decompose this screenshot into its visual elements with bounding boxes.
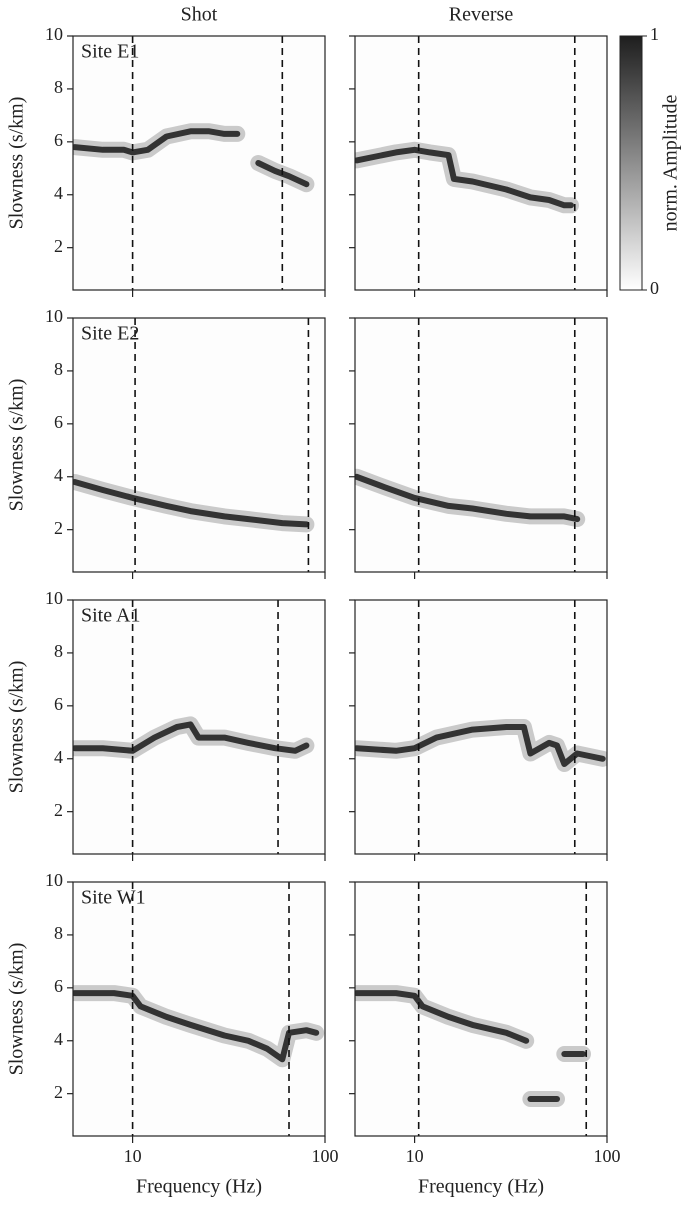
panel-plot: [73, 36, 325, 290]
colorbar: [619, 35, 643, 291]
panel-background: [73, 600, 325, 854]
panel-frame: [354, 317, 608, 573]
y-axis-label: Slowness (s/km): [6, 97, 28, 230]
panel-frame: [72, 881, 326, 1137]
panel-plot: [73, 600, 325, 854]
column-title: Shot: [181, 4, 218, 26]
y-tick-label: 2: [54, 236, 63, 256]
y-tick-label: 2: [54, 1082, 63, 1102]
colorbar-tick-label: 0: [650, 278, 659, 298]
panel-plot: [73, 882, 325, 1136]
y-tick-label: 8: [54, 923, 63, 943]
panel-frame: [354, 35, 608, 291]
x-tick-label: 10: [124, 1146, 142, 1166]
panel-frame: [354, 599, 608, 855]
y-tick-label: 2: [54, 800, 63, 820]
colorbar-tick-label: 1: [650, 24, 659, 44]
panel-frame: [72, 599, 326, 855]
y-tick-label: 10: [45, 306, 63, 326]
y-tick-label: 8: [54, 359, 63, 379]
panel-frame: [72, 35, 326, 291]
ridge: [355, 146, 574, 209]
panel-background: [355, 882, 607, 1136]
y-tick-label: 10: [45, 870, 63, 890]
y-axis-label: Slowness (s/km): [6, 661, 28, 794]
panel-plot: [355, 36, 607, 290]
panel-plot: [355, 882, 607, 1136]
panel-background: [73, 882, 325, 1136]
y-tick-label: 4: [54, 747, 63, 767]
site-label: Site A1: [81, 605, 140, 627]
panel-frame: [354, 881, 608, 1137]
y-tick-label: 4: [54, 1029, 63, 1049]
panel-plot: [355, 318, 607, 572]
colorbar-label: norm. Amplitude: [660, 95, 682, 232]
x-tick-label: 10: [406, 1146, 424, 1166]
y-tick-label: 8: [54, 641, 63, 661]
site-label: Site E1: [81, 41, 139, 63]
x-tick-label: 100: [312, 1146, 339, 1166]
x-axis-label: Frequency (Hz): [418, 1176, 544, 1198]
ridge: [73, 128, 241, 156]
panel-plot: [355, 600, 607, 854]
y-tick-label: 6: [54, 412, 63, 432]
site-label: Site E2: [81, 323, 139, 345]
y-tick-label: 8: [54, 77, 63, 97]
x-tick-label: 100: [594, 1146, 621, 1166]
panel-plot: [73, 318, 325, 572]
ridge: [355, 724, 606, 767]
ridge: [355, 473, 581, 523]
y-axis-label: Slowness (s/km): [6, 379, 28, 512]
panel-background: [73, 318, 325, 572]
column-title: Reverse: [449, 4, 514, 26]
panel-background: [73, 36, 325, 290]
y-tick-label: 4: [54, 183, 63, 203]
site-label: Site W1: [81, 887, 146, 909]
y-tick-label: 10: [45, 24, 63, 44]
panel-background: [355, 36, 607, 290]
y-tick-label: 6: [54, 976, 63, 996]
y-tick-label: 6: [54, 694, 63, 714]
y-tick-label: 10: [45, 588, 63, 608]
panel-frame: [72, 317, 326, 573]
y-tick-label: 4: [54, 465, 63, 485]
y-tick-label: 2: [54, 518, 63, 538]
y-axis-label: Slowness (s/km): [6, 943, 28, 1076]
y-tick-label: 6: [54, 130, 63, 150]
panel-background: [355, 318, 607, 572]
ridge: [355, 990, 530, 1044]
ridge: [73, 479, 310, 528]
x-axis-label: Frequency (Hz): [136, 1176, 262, 1198]
